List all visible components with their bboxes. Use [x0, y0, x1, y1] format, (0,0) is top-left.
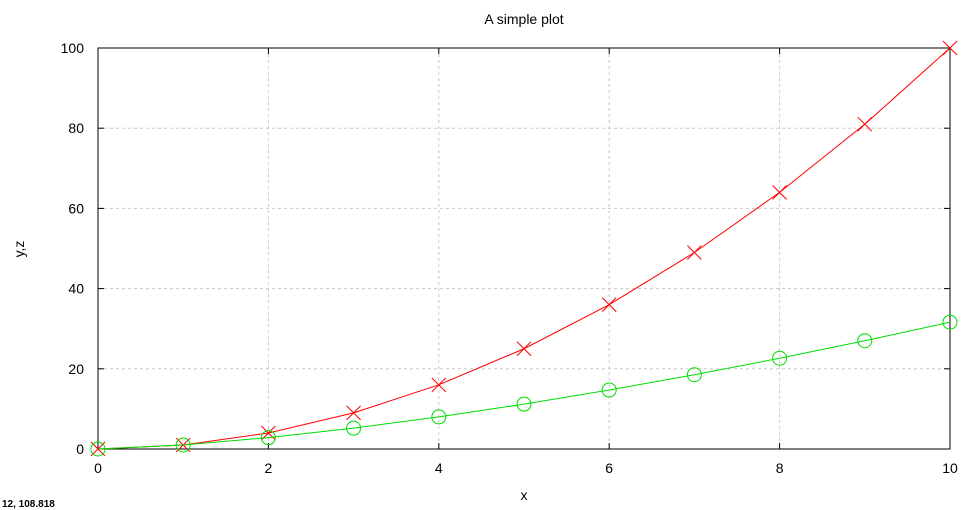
data-point: [942, 40, 958, 56]
data-point: [942, 314, 958, 330]
data-point: [686, 367, 702, 383]
data-point: [772, 350, 788, 366]
plot-frame: [97, 47, 951, 450]
data-point: [687, 245, 702, 260]
series-2: [90, 314, 958, 457]
data-point: [431, 377, 447, 393]
data-point: [346, 420, 362, 436]
x-tick-label: 0: [94, 460, 102, 476]
y-tick-label: 80: [68, 120, 84, 136]
y-axis-label: y,z: [11, 241, 27, 258]
series-line: [97, 321, 951, 450]
data-point: [260, 430, 276, 446]
y-tick-label: 60: [68, 200, 84, 216]
series-1: [90, 40, 958, 457]
x-tick-label: 4: [435, 460, 443, 476]
y-tick-label: 100: [61, 40, 85, 56]
data-point: [601, 382, 617, 398]
data-point: [175, 437, 191, 453]
x-tick-label: 10: [942, 460, 958, 476]
series-group: [90, 40, 958, 457]
cursor-coordinate-readout: 12, 108.818: [2, 499, 55, 510]
data-point: [516, 396, 532, 412]
y-tick-label: 20: [68, 361, 84, 377]
data-point: [772, 185, 787, 200]
x-tick-label: 2: [265, 460, 273, 476]
data-point: [857, 333, 873, 349]
data-point: [857, 116, 873, 132]
y-tick-label: 40: [68, 281, 84, 297]
data-point: [346, 405, 361, 421]
data-point: [516, 341, 532, 357]
data-point: [431, 409, 447, 425]
y-tick-label: 0: [76, 441, 84, 457]
series-line: [97, 47, 951, 450]
x-tick-label: 8: [776, 460, 784, 476]
x-tick-label: 6: [605, 460, 613, 476]
chart-title: A simple plot: [484, 11, 563, 27]
grid: [98, 48, 950, 449]
data-point: [90, 441, 106, 457]
data-point: [601, 297, 617, 312]
x-axis-label: x: [521, 487, 528, 503]
